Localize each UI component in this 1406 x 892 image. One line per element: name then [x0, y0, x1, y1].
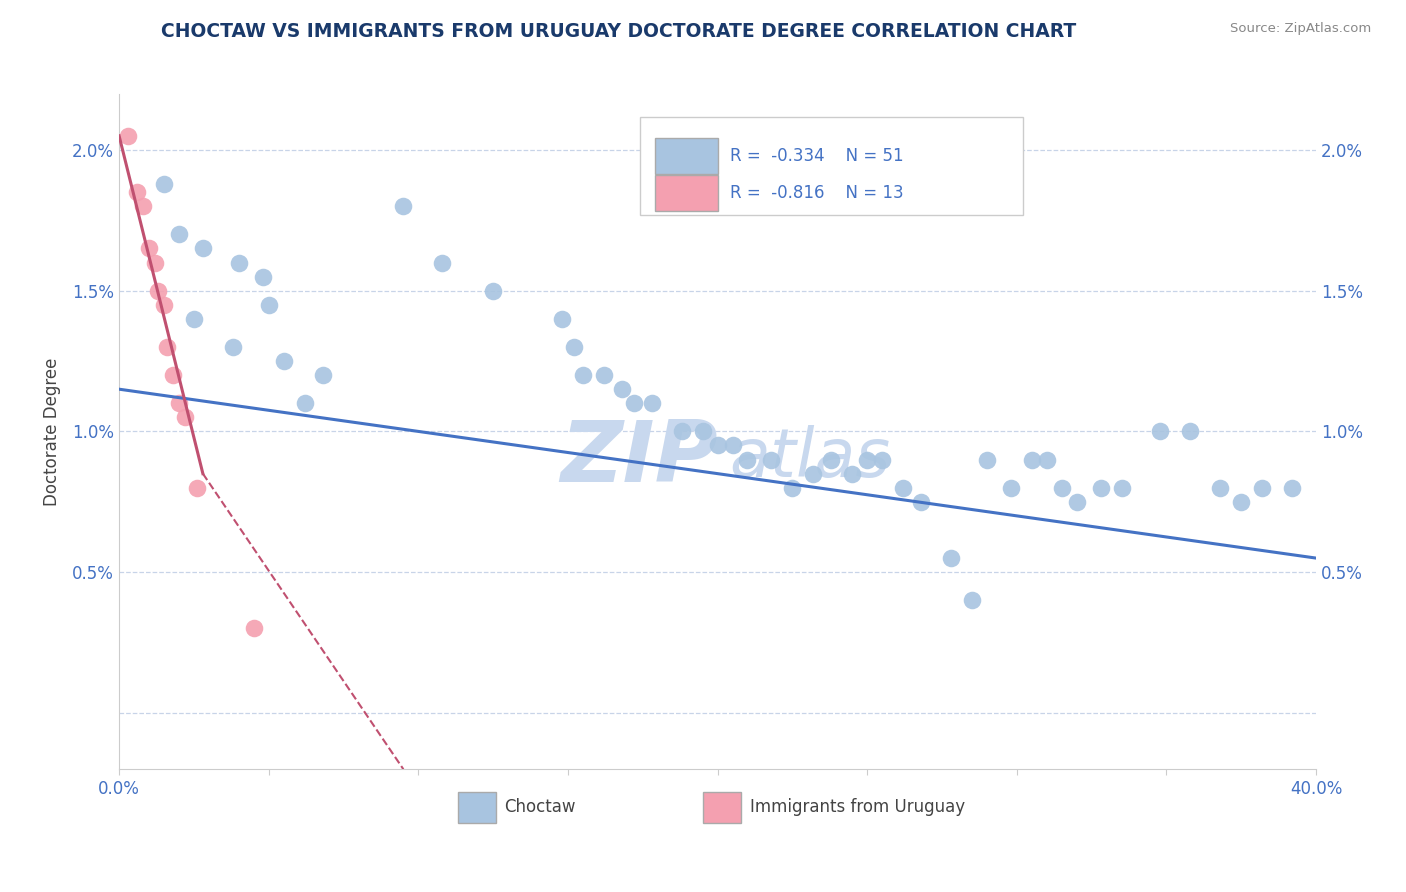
- Point: [706, 438, 728, 452]
- Text: R =  -0.816    N = 13: R = -0.816 N = 13: [730, 184, 903, 202]
- Point: [1180, 425, 1202, 439]
- Point: [167, 227, 190, 242]
- Point: [939, 551, 962, 566]
- Y-axis label: Doctorate Degree: Doctorate Degree: [44, 357, 60, 506]
- Point: [910, 495, 932, 509]
- Point: [562, 340, 585, 354]
- Point: [870, 452, 893, 467]
- Text: atlas: atlas: [730, 425, 890, 491]
- Point: [1230, 495, 1253, 509]
- FancyBboxPatch shape: [655, 175, 717, 211]
- Point: [641, 396, 664, 410]
- Point: [841, 467, 863, 481]
- Point: [592, 368, 614, 383]
- Point: [228, 255, 250, 269]
- Text: CHOCTAW VS IMMIGRANTS FROM URUGUAY DOCTORATE DEGREE CORRELATION CHART: CHOCTAW VS IMMIGRANTS FROM URUGUAY DOCTO…: [162, 22, 1076, 41]
- Point: [610, 382, 633, 396]
- Point: [311, 368, 333, 383]
- Point: [801, 467, 824, 481]
- Point: [174, 410, 197, 425]
- Point: [242, 622, 264, 636]
- Text: ZIP: ZIP: [560, 417, 717, 500]
- FancyBboxPatch shape: [458, 791, 496, 822]
- Point: [153, 298, 176, 312]
- Point: [1209, 481, 1232, 495]
- Point: [1090, 481, 1112, 495]
- Point: [482, 284, 505, 298]
- Point: [891, 481, 914, 495]
- Point: [692, 425, 714, 439]
- Point: [721, 438, 744, 452]
- Point: [138, 242, 160, 256]
- Point: [257, 298, 280, 312]
- FancyBboxPatch shape: [655, 137, 717, 174]
- Point: [1149, 425, 1171, 439]
- Point: [1111, 481, 1133, 495]
- Point: [143, 255, 166, 269]
- Point: [183, 311, 205, 326]
- Point: [167, 396, 190, 410]
- Point: [1281, 481, 1303, 495]
- Point: [1066, 495, 1088, 509]
- Point: [294, 396, 316, 410]
- Point: [432, 255, 454, 269]
- Point: [623, 396, 645, 410]
- Point: [191, 242, 214, 256]
- Point: [125, 185, 148, 199]
- Point: [273, 354, 295, 368]
- Point: [252, 269, 274, 284]
- Point: [1000, 481, 1022, 495]
- Point: [976, 452, 998, 467]
- FancyBboxPatch shape: [703, 791, 741, 822]
- Point: [572, 368, 595, 383]
- Point: [960, 593, 983, 607]
- FancyBboxPatch shape: [640, 117, 1022, 215]
- Point: [671, 425, 693, 439]
- Point: [551, 311, 574, 326]
- Point: [1021, 452, 1043, 467]
- Point: [1050, 481, 1073, 495]
- Point: [820, 452, 842, 467]
- Point: [392, 199, 415, 213]
- Point: [117, 128, 139, 143]
- Text: Immigrants from Uruguay: Immigrants from Uruguay: [749, 798, 965, 816]
- Point: [856, 452, 879, 467]
- Text: Choctaw: Choctaw: [505, 798, 576, 816]
- Point: [222, 340, 245, 354]
- Text: R =  -0.334    N = 51: R = -0.334 N = 51: [730, 147, 903, 165]
- Point: [761, 452, 783, 467]
- Text: Source: ZipAtlas.com: Source: ZipAtlas.com: [1230, 22, 1371, 36]
- Point: [737, 452, 759, 467]
- Point: [1035, 452, 1057, 467]
- Point: [153, 177, 176, 191]
- Point: [132, 199, 155, 213]
- Point: [1251, 481, 1274, 495]
- Point: [156, 340, 179, 354]
- Point: [186, 481, 208, 495]
- Point: [146, 284, 169, 298]
- Point: [162, 368, 184, 383]
- Point: [782, 481, 804, 495]
